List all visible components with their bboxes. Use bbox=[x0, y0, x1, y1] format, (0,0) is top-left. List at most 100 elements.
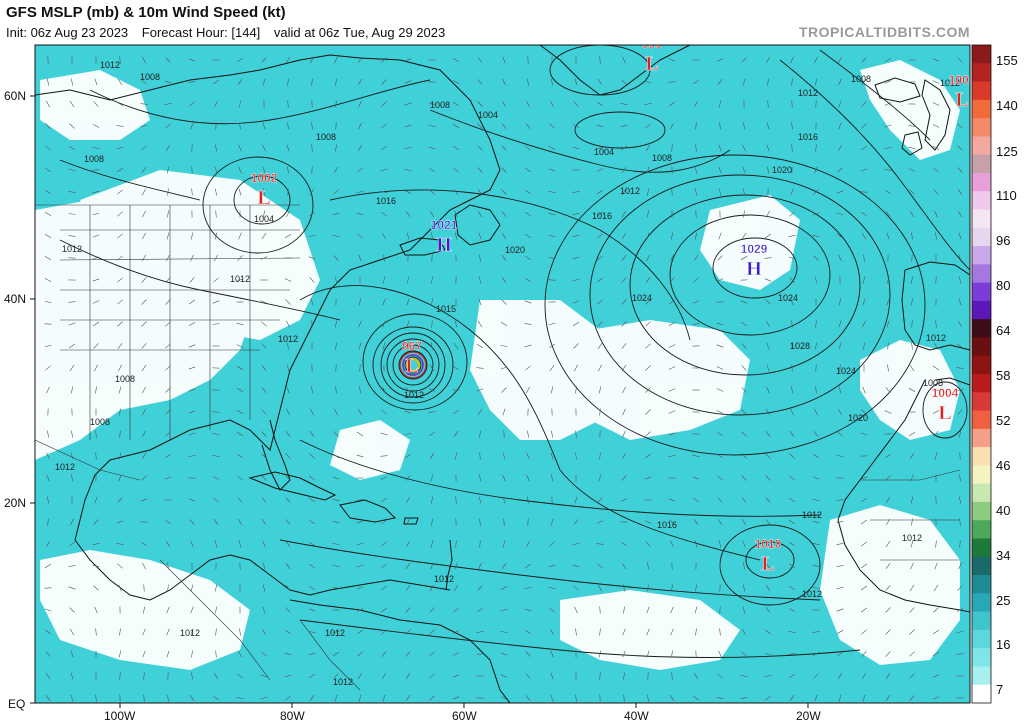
wind-barb bbox=[309, 694, 315, 702]
wind-barb bbox=[117, 299, 123, 305]
wind-barb bbox=[165, 321, 171, 327]
wind-barb bbox=[167, 210, 169, 218]
wind-barb bbox=[70, 78, 74, 86]
wind-barb bbox=[718, 166, 722, 174]
wind-barb bbox=[788, 585, 796, 591]
wind-barb bbox=[766, 210, 770, 218]
wind-barb bbox=[524, 211, 532, 217]
wind-barb bbox=[573, 519, 579, 525]
wind-barb bbox=[935, 540, 937, 548]
wind-barb bbox=[165, 277, 171, 283]
wind-barb bbox=[693, 518, 699, 526]
wind-barb bbox=[501, 387, 507, 393]
wind-barb bbox=[935, 276, 937, 284]
wind-barb bbox=[452, 410, 460, 414]
wind-barb bbox=[909, 189, 915, 195]
wind-barb bbox=[118, 386, 122, 394]
wind-barb bbox=[695, 210, 697, 218]
wind-barb bbox=[548, 343, 556, 349]
wind-barb bbox=[455, 320, 457, 328]
wind-barb bbox=[574, 364, 578, 372]
wind-barb bbox=[765, 408, 771, 416]
wind-barb bbox=[45, 695, 51, 701]
wind-barb bbox=[308, 653, 316, 655]
wind-barb bbox=[500, 366, 508, 370]
wind-barb bbox=[718, 518, 722, 526]
wind-barb bbox=[333, 189, 339, 195]
wind-barb bbox=[215, 210, 217, 218]
colorbar-swatch bbox=[972, 45, 991, 64]
wind-barb bbox=[671, 232, 673, 240]
wind-barb bbox=[621, 562, 627, 570]
wind-barb bbox=[695, 122, 697, 130]
wind-barb bbox=[166, 628, 170, 636]
wind-barb bbox=[886, 298, 890, 306]
wind-barb bbox=[405, 475, 411, 481]
wind-barb bbox=[140, 541, 148, 547]
wind-barb bbox=[380, 145, 388, 151]
wind-barb bbox=[862, 672, 866, 680]
wind-barb bbox=[92, 300, 100, 304]
wind-barb bbox=[645, 387, 651, 393]
isobar-label: 1015 bbox=[436, 304, 456, 314]
wind-barb bbox=[141, 475, 147, 481]
wind-barb bbox=[430, 540, 434, 548]
wind-barbs bbox=[44, 56, 964, 702]
wind-barb bbox=[836, 630, 844, 634]
wind-barb bbox=[381, 519, 387, 525]
wind-barb bbox=[596, 543, 604, 545]
wind-barb bbox=[597, 321, 603, 327]
wind-barb bbox=[670, 606, 674, 614]
wind-barb bbox=[477, 320, 483, 328]
wind-barb bbox=[741, 343, 747, 349]
wind-barb bbox=[381, 585, 387, 591]
wind-barb bbox=[693, 100, 699, 108]
wind-barb bbox=[406, 694, 410, 702]
wind-barb bbox=[765, 453, 771, 459]
colorbar-tick-label: 80 bbox=[996, 278, 1010, 293]
wind-barb bbox=[572, 565, 580, 567]
wind-barb bbox=[404, 410, 412, 414]
wind-barb bbox=[142, 386, 146, 394]
wind-barb bbox=[766, 364, 770, 372]
wind-barb bbox=[356, 454, 364, 458]
wind-barb bbox=[429, 629, 435, 635]
wind-barb bbox=[452, 145, 460, 151]
colorbar-tick-label: 46 bbox=[996, 458, 1010, 473]
wind-barb bbox=[789, 277, 795, 283]
wind-barb bbox=[668, 498, 676, 502]
wind-barb bbox=[765, 431, 771, 437]
wind-barb bbox=[119, 672, 121, 680]
wind-barb bbox=[212, 433, 220, 435]
wind-barb bbox=[455, 496, 457, 504]
wind-barb bbox=[500, 609, 508, 611]
wind-barb bbox=[478, 232, 482, 240]
wind-barb bbox=[236, 388, 244, 392]
wind-barb bbox=[599, 672, 601, 680]
wind-barb bbox=[959, 276, 961, 284]
wind-barb bbox=[765, 299, 771, 305]
wind-barb bbox=[310, 298, 314, 306]
wind-barb bbox=[236, 58, 244, 62]
wind-barb bbox=[45, 123, 51, 129]
coastlines bbox=[35, 45, 970, 703]
wind-barb bbox=[861, 563, 867, 569]
wind-barb bbox=[932, 124, 940, 128]
wind-barb bbox=[668, 410, 676, 414]
wind-barb bbox=[645, 541, 651, 547]
wind-barb bbox=[357, 233, 363, 239]
wind-barb bbox=[693, 254, 699, 262]
wind-barb bbox=[621, 188, 627, 196]
wind-barb bbox=[836, 521, 844, 523]
isobar-label: 1028 bbox=[790, 341, 810, 351]
wind-barb bbox=[623, 694, 625, 702]
wind-barb bbox=[861, 57, 867, 63]
wind-barb bbox=[597, 233, 603, 239]
wind-barb bbox=[356, 542, 364, 546]
wind-barb bbox=[623, 584, 625, 592]
wind-barb bbox=[431, 496, 433, 504]
wind-barb bbox=[406, 276, 410, 284]
wind-barb bbox=[909, 673, 915, 679]
wind-barb bbox=[406, 540, 410, 548]
wind-barb bbox=[69, 100, 75, 108]
